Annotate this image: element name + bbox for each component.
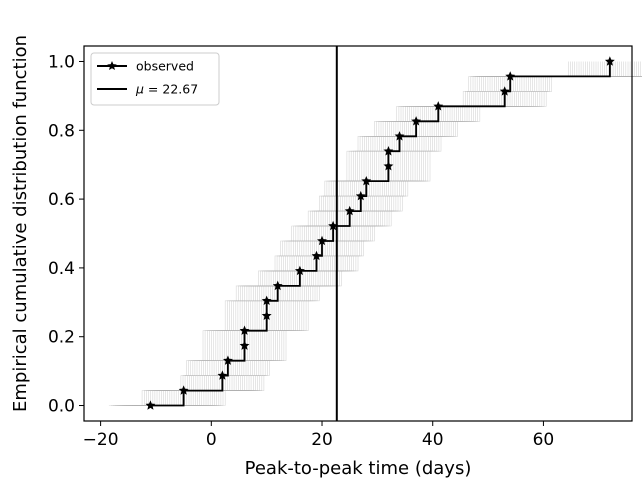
y-tick-label: 0.4 [48,259,75,279]
y-axis-label: Empirical cumulative distribution functi… [10,35,31,412]
band-step-curve [151,61,612,406]
band-step-curve [170,61,631,406]
observed-point [261,295,272,306]
observed-point [261,310,272,320]
observed-point [499,86,510,96]
y-tick-label: 0.2 [48,328,75,348]
plot-frame [83,45,633,422]
observed-point [411,116,422,126]
observed-point [394,131,405,141]
observed-step-layer [150,61,611,407]
legend: observed μ = 22.67 [90,52,220,106]
observed-step-line [150,61,611,407]
band-step-curve [179,61,639,406]
x-tick-label: 60 [533,430,555,450]
x-tick-label: 0 [206,430,217,450]
legend-mu-symbol: μ [135,82,144,97]
observed-point [505,71,516,81]
band-step-curve [187,76,642,406]
band-step-curve [155,61,616,406]
band-step-curve [153,61,614,406]
observed-marker-layer [145,56,615,410]
band-step-curve [172,61,633,406]
observed-point [145,400,156,410]
x-tick-label: −20 [83,430,119,450]
observed-point [294,265,305,276]
y-tick-label: 0.0 [48,397,75,417]
legend-label-mean: μ = 22.67 [135,82,198,97]
band-step-curve [177,61,637,406]
x-axis-ticks: −20 0 20 40 60 [83,421,555,450]
observed-point [433,101,444,111]
y-axis-ticks: 0.0 0.2 0.4 0.6 0.8 1.0 [48,52,84,417]
band-step-curve [191,76,642,406]
band-step-curve [168,61,629,406]
y-tick-label: 0.6 [48,190,75,210]
observed-point [217,370,228,380]
legend-label-observed: observed [136,59,194,74]
observed-point [383,160,394,171]
band-step-curve [181,61,641,406]
legend-mu-value: = 22.67 [144,82,198,97]
observed-point [239,340,250,350]
legend-entry-mean: μ = 22.67 [97,82,198,97]
observed-point [355,190,366,201]
uncertainty-band [108,61,642,406]
band-step-curve [162,61,622,406]
observed-point [383,146,394,156]
observed-point [222,355,233,365]
y-tick-label: 1.0 [48,52,75,72]
observed-point [328,220,339,231]
observed-point [361,175,372,186]
band-step-curve [160,61,620,406]
legend-star-icon [107,61,117,71]
observed-point [178,385,189,395]
band-step-curve [157,61,618,406]
band-step-curve [149,61,610,406]
band-step-curve [166,61,627,406]
x-axis-label: Peak-to-peak time (days) [245,458,472,479]
observed-point [317,235,327,246]
observed-point [311,250,322,261]
observed-point [604,56,615,66]
band-step-curve [147,61,607,406]
x-tick-label: 20 [311,430,333,450]
y-tick-label: 0.8 [48,121,75,141]
observed-point [272,280,283,291]
observed-point [344,205,355,216]
x-tick-label: 40 [422,430,444,450]
band-step-curve [164,61,624,406]
legend-entry-observed: observed [97,59,194,74]
observed-point [239,325,250,335]
